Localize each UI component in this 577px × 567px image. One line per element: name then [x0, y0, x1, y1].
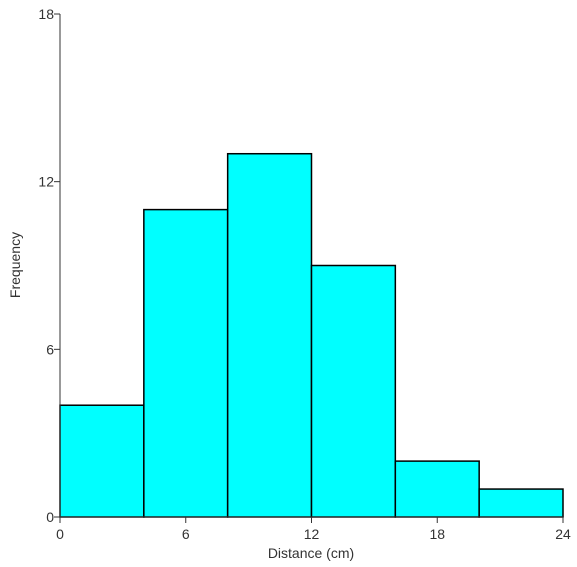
- bar: [226, 152, 313, 518]
- x-tick-label: 18: [429, 526, 445, 542]
- y-tick-label: 18: [38, 6, 54, 22]
- bar: [394, 460, 480, 518]
- y-tick-label: 0: [46, 509, 54, 525]
- y-tick-label: 6: [46, 341, 54, 357]
- bar: [143, 208, 229, 518]
- x-axis-label: Distance (cm): [268, 545, 354, 561]
- x-tick-label: 0: [56, 526, 64, 542]
- x-tick-label: 6: [182, 526, 190, 542]
- y-tick-label: 12: [38, 174, 54, 190]
- bar: [310, 264, 397, 518]
- bar: [478, 488, 564, 518]
- y-axis-label: Frequency: [7, 232, 23, 298]
- bar: [59, 404, 145, 518]
- x-tick-label: 24: [555, 526, 571, 542]
- x-tick-label: 12: [304, 526, 320, 542]
